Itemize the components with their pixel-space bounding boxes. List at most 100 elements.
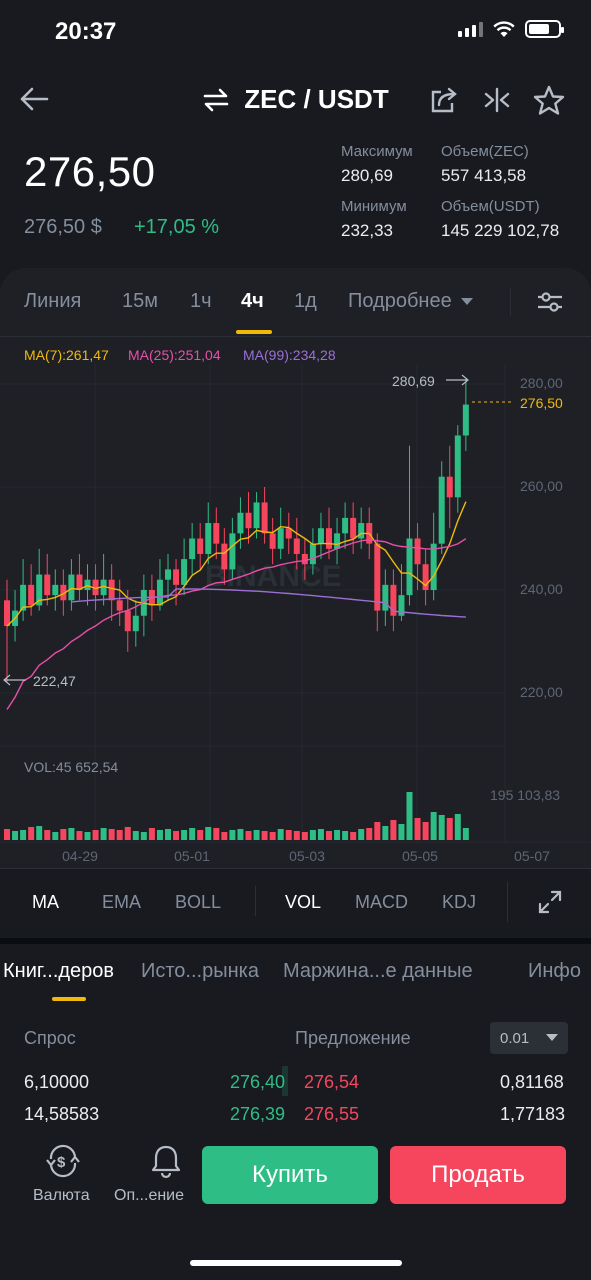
chart-settings-icon[interactable] xyxy=(536,290,564,314)
precision-select[interactable]: 0.01 xyxy=(490,1022,568,1054)
tf-1h[interactable]: 1ч xyxy=(190,290,212,312)
tab-active-underline xyxy=(52,997,86,1001)
low-marker-label: 222,47 xyxy=(33,673,76,689)
bid-qty[interactable]: 6,10000 xyxy=(24,1072,90,1092)
ask-price[interactable]: 276,54 xyxy=(304,1072,360,1092)
caret-down-icon xyxy=(460,297,473,305)
ask-price[interactable]: 276,55 xyxy=(304,1104,360,1124)
candle-body xyxy=(205,523,212,554)
y-tick-label: 280,00 xyxy=(520,375,563,391)
bid-depth-bar xyxy=(282,1066,288,1096)
bid-price[interactable]: 276,40 xyxy=(230,1072,286,1092)
volume-bar xyxy=(156,830,163,840)
back-arrow-icon[interactable] xyxy=(18,84,50,114)
tf-more[interactable]: Подробнее xyxy=(348,290,474,313)
candle-body xyxy=(108,579,115,601)
tf-active-underline xyxy=(236,330,272,334)
volume-bar xyxy=(52,832,59,840)
bid-qty[interactable]: 14,58583 xyxy=(24,1104,100,1124)
volume-bar xyxy=(213,828,220,840)
volume-bar xyxy=(269,832,276,840)
currency-icon[interactable]: $ xyxy=(44,1143,82,1179)
candle-body xyxy=(165,569,171,580)
compare-icon[interactable] xyxy=(482,84,512,116)
price-usd: 276,50 $ xyxy=(24,216,102,238)
x-axis: 04-29 05-01 05-03 05-05 05-07 xyxy=(62,848,550,864)
volume-bar xyxy=(229,830,236,840)
ask-qty[interactable]: 1,77183 xyxy=(500,1104,566,1124)
ma99-legend: MA(99):234,28 xyxy=(243,347,336,363)
pair-title: ZEC / USDT xyxy=(244,84,389,114)
tf-4h[interactable]: 4ч xyxy=(241,290,264,312)
tf-line[interactable]: Линия xyxy=(24,290,82,312)
home-indicator[interactable] xyxy=(190,1260,402,1266)
x-tick-label: 05-07 xyxy=(514,848,550,864)
volume-label: VOL:45 652,54 xyxy=(24,759,118,775)
last-price: 276,50 xyxy=(24,148,156,195)
ind-ma[interactable]: MA xyxy=(32,892,59,912)
tab-orderbook[interactable]: Книг...деров xyxy=(3,960,115,982)
share-icon[interactable] xyxy=(428,84,460,116)
tf-1d[interactable]: 1д xyxy=(294,290,317,312)
volume-bar xyxy=(44,830,51,840)
volume-bar xyxy=(181,830,188,840)
candle-body xyxy=(277,528,284,549)
bell-icon[interactable] xyxy=(148,1143,184,1179)
volume-bar xyxy=(28,827,35,840)
candle-body xyxy=(398,595,405,616)
fullscreen-icon[interactable] xyxy=(537,889,563,915)
star-icon[interactable] xyxy=(532,84,566,116)
status-icons xyxy=(458,20,564,38)
high-marker-arrow xyxy=(446,374,469,386)
price-chart[interactable]: BINANCE 280,00 260,00 240,00 220,00 04-29 05… xyxy=(0,364,591,872)
volume-bar xyxy=(422,822,429,840)
precision-value: 0.01 xyxy=(500,1029,530,1047)
candle-body xyxy=(406,538,413,596)
ask-qty[interactable]: 0,81168 xyxy=(500,1072,564,1092)
candle-body xyxy=(132,615,139,632)
tf-15m[interactable]: 15м xyxy=(122,290,158,312)
volume-bar xyxy=(116,830,123,840)
candle-body xyxy=(261,502,268,534)
volume-bar xyxy=(76,831,83,840)
volume-bar xyxy=(285,830,292,840)
y-tick-label: 220,00 xyxy=(520,684,563,700)
ma7-legend: MA(7):261,47 xyxy=(24,347,109,363)
volume-bar xyxy=(438,815,445,840)
high-value: 280,69 xyxy=(341,166,393,185)
ind-ema[interactable]: EMA xyxy=(102,892,142,912)
volume-bar xyxy=(406,792,413,840)
volume-bar xyxy=(462,828,469,840)
ind-macd[interactable]: MACD xyxy=(355,892,408,912)
tab-market-history[interactable]: Исто...рынка xyxy=(141,960,259,982)
candle-body xyxy=(197,538,204,554)
volume-bar xyxy=(326,831,332,840)
currency-label[interactable]: Валюта xyxy=(33,1187,90,1204)
vol-base-label: Объем(ZEC) xyxy=(441,143,529,160)
ind-vol[interactable]: VOL xyxy=(285,892,322,912)
volume-bar xyxy=(221,832,228,840)
candle-body xyxy=(317,528,324,544)
volume-bar xyxy=(60,829,67,840)
pair-selector[interactable]: ZEC / USDT xyxy=(0,84,591,115)
volume-bar xyxy=(173,831,180,840)
y-tick-label: 260,00 xyxy=(520,478,563,494)
swap-icon xyxy=(203,88,229,111)
tab-info[interactable]: Инфо xyxy=(528,960,581,982)
volume-bar xyxy=(301,832,308,840)
ind-divider-2 xyxy=(507,882,508,922)
volume-bar xyxy=(84,832,91,840)
tab-margin-data[interactable]: Маржина...е данные xyxy=(283,960,473,982)
candle-body xyxy=(269,533,276,549)
bid-price[interactable]: 276,39 xyxy=(230,1104,286,1124)
volume-bar xyxy=(12,831,19,840)
ma25-line xyxy=(6,538,467,710)
buy-button[interactable]: Купить xyxy=(202,1146,378,1204)
ind-kdj[interactable]: KDJ xyxy=(442,892,477,912)
alerts-label[interactable]: Оп...ение xyxy=(114,1187,185,1204)
x-tick-label: 04-29 xyxy=(62,848,98,864)
ind-boll[interactable]: BOLL xyxy=(175,892,222,912)
candle-body xyxy=(237,512,244,534)
candle-body xyxy=(173,569,180,585)
sell-button[interactable]: Продать xyxy=(390,1146,566,1204)
